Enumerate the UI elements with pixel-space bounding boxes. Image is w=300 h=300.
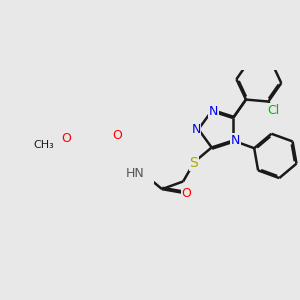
Text: Cl: Cl [267, 104, 280, 117]
Text: O: O [61, 132, 71, 146]
Text: HN: HN [125, 167, 144, 180]
Text: N: N [191, 123, 201, 136]
Text: N: N [209, 105, 218, 118]
Text: O: O [182, 187, 191, 200]
Text: CH₃: CH₃ [34, 140, 54, 150]
Text: N: N [231, 134, 240, 147]
Text: S: S [189, 156, 198, 170]
Text: O: O [112, 129, 122, 142]
